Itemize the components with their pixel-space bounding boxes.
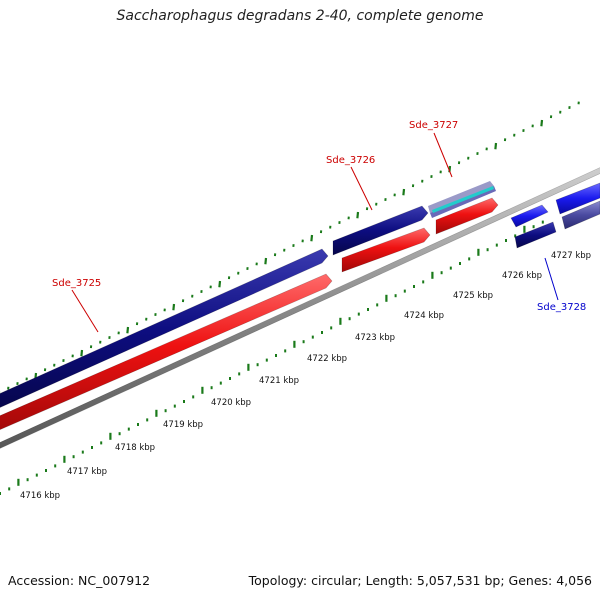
gene-leader-line — [71, 289, 99, 333]
major-tick — [218, 280, 222, 288]
tick-label: 4726 kbp — [502, 271, 542, 281]
gene-leader-line — [350, 166, 373, 211]
tick-label: 4725 kbp — [453, 291, 493, 301]
gene-label-sde-3726: Sde_3726 — [326, 155, 375, 166]
genome-summary-text: Topology: circular; Length: 5,057,531 bp… — [248, 573, 592, 588]
forward-cds-sde-3725 — [0, 248, 329, 408]
major-tick — [80, 349, 84, 357]
reverse-cds-left — [0, 273, 333, 430]
reverse-cds-slate — [561, 200, 600, 230]
major-tick — [402, 188, 406, 196]
accession-text: Accession: NC_007912 — [8, 573, 151, 588]
forward-cds-sde-3727-band1 — [428, 181, 494, 213]
tick-label: 4722 kbp — [307, 354, 347, 364]
feature-tracks — [0, 167, 600, 449]
tick-label: 4727 kbp — [551, 251, 591, 261]
tick-label: 4716 kbp — [20, 491, 60, 501]
tick-label: 4724 kbp — [404, 311, 444, 321]
tick-label: 4720 kbp — [211, 398, 251, 408]
forward-cds-bright-b — [555, 182, 600, 215]
forward-cds-bright-a — [510, 204, 549, 228]
major-tick — [310, 234, 314, 242]
tick-labels: 4716 kbp 4717 kbp 4718 kbp 4719 kbp 4720 kbp… — [20, 251, 591, 501]
reverse-cds-middle — [341, 227, 431, 273]
gene-labels: Sde_3725 Sde_3726 Sde_3727 Sde_3728 — [52, 120, 586, 333]
tick-label: 4721 kbp — [259, 376, 299, 386]
gene-label-sde-3728: Sde_3728 — [537, 302, 586, 313]
major-tick — [126, 326, 130, 334]
backbone-line — [0, 167, 600, 449]
reverse-cds-sde-3728 — [514, 221, 557, 249]
gene-label-sde-3725: Sde_3725 — [52, 278, 101, 289]
forward-cds-sde-3727-band3 — [432, 186, 494, 213]
gene-leader-line — [433, 132, 453, 178]
major-tick — [264, 257, 268, 265]
tick-label: 4723 kbp — [355, 333, 395, 343]
gene-leader-line — [544, 257, 559, 301]
inner-tick-ring — [0, 220, 544, 495]
major-tick — [494, 142, 498, 150]
reverse-cds-right — [435, 197, 499, 235]
forward-cds-sde-3726 — [332, 205, 429, 256]
major-tick — [356, 211, 360, 219]
gene-label-sde-3727: Sde_3727 — [409, 120, 458, 131]
tick-label: 4718 kbp — [115, 443, 155, 453]
map-title: Saccharophagus degradans 2-40, complete … — [116, 8, 484, 24]
tick-label: 4717 kbp — [67, 467, 107, 477]
tick-label: 4719 kbp — [163, 420, 203, 430]
major-tick — [540, 119, 544, 127]
outer-tick-ring — [0, 101, 580, 394]
major-tick — [172, 303, 176, 311]
